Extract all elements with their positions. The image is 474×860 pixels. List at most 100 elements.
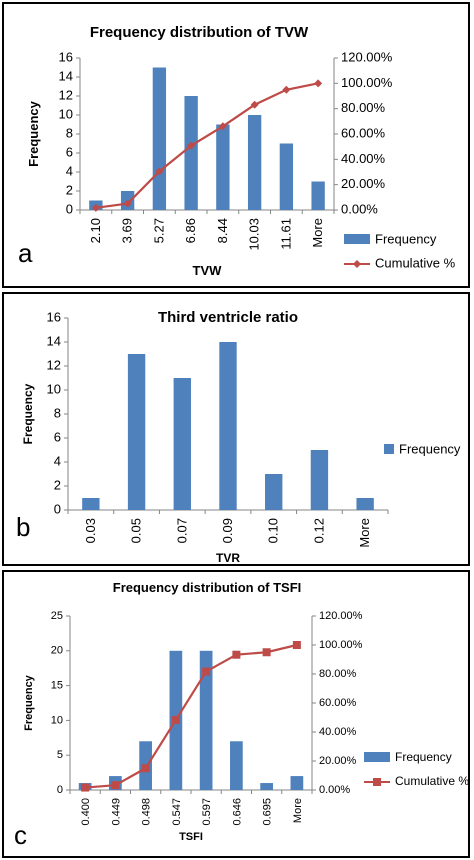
- bar-frequency-7: [311, 181, 325, 210]
- cumulative-point-3: [187, 141, 196, 150]
- y-tick-label: 10: [47, 381, 61, 396]
- cumulative-line: [85, 643, 298, 789]
- y2-tick-label: 60.00%: [319, 697, 357, 709]
- x-axis-title: TVW: [193, 263, 223, 278]
- y2-tick-label: 20.00%: [341, 176, 386, 191]
- y-tick-label: 16: [47, 309, 61, 324]
- cumulative-point-1: [111, 781, 120, 790]
- bar-frequency-5: [230, 741, 243, 790]
- panel-c-tsfi-chart: c Frequency distribution of TSFI 0 5 10 15 20 2…: [2, 570, 470, 858]
- x-tick-label: 0.09: [220, 518, 235, 543]
- bar-frequency-2: [152, 67, 167, 210]
- y-tick-label: 16: [59, 49, 73, 64]
- cumulative-line: [95, 82, 319, 209]
- cumulative-point-0: [81, 783, 90, 792]
- x-tick-label: 0.05: [129, 518, 144, 543]
- y-tick-label: 5: [57, 749, 63, 761]
- bar-frequency-5: [310, 450, 329, 510]
- x-tick-label: 0.10: [266, 518, 281, 543]
- y-tick-label: 6: [54, 429, 61, 444]
- y-tick-label: 12: [59, 87, 73, 102]
- y-tick-label: 14: [59, 68, 73, 83]
- bar-frequency-6: [356, 498, 374, 510]
- cumulative-point-3: [171, 715, 180, 724]
- legend-frequency-swatch: [384, 444, 394, 454]
- y-tick-label: 0: [54, 501, 61, 516]
- x-tick-label: 2.10: [88, 218, 103, 243]
- y-tick-label: 10: [59, 106, 73, 121]
- bar-frequency-7: [290, 776, 304, 790]
- y-tick-label: 25: [51, 610, 63, 622]
- cumulative-point-2: [141, 764, 150, 773]
- cumulative-point-5: [232, 650, 241, 659]
- cumulative-point-1: [123, 199, 132, 208]
- y2-tick-label: 80.00%: [341, 100, 386, 115]
- y2-tick-label: 120.00%: [341, 49, 393, 64]
- y-tick-label: 4: [54, 453, 61, 468]
- cumulative-point-4: [218, 122, 227, 131]
- y-tick-label: 12: [47, 357, 61, 372]
- tvw-chart-svg: a Frequency distribution of TVW 0 2 4 6 8 10 12 1…: [18, 24, 456, 278]
- legend-frequency-label: Frequency: [399, 441, 461, 456]
- y-tick-label: 15: [51, 680, 63, 692]
- panel-letter: c: [14, 820, 27, 850]
- cumulative-point-2: [155, 167, 164, 176]
- legend-cumulative-label: Cumulative %: [375, 255, 456, 270]
- legend-frequency-label: Frequency: [395, 750, 452, 764]
- x-tick-label: More: [357, 518, 372, 548]
- x-axis-title: TVR: [216, 551, 240, 564]
- x-tick-label: 0.400: [80, 798, 92, 826]
- y-tick-label: 2: [66, 182, 73, 197]
- x-tick-label: 3.69: [120, 218, 135, 243]
- y2-tick-label: 100.00%: [341, 75, 393, 90]
- x-tick-label: 0.547: [171, 798, 183, 826]
- legend-frequency-swatch: [344, 234, 370, 244]
- x-tick-label: 0.695: [262, 798, 274, 826]
- y-tick-label: 0: [66, 201, 73, 216]
- y2-tick-label: 0.00%: [319, 784, 350, 796]
- x-tick-label: 0.597: [201, 798, 213, 826]
- y2-tick-label: 120.00%: [319, 610, 363, 622]
- y-axis-title: Frequency: [23, 674, 35, 731]
- cumulative-point-6: [262, 648, 271, 657]
- cumulative-point-7: [314, 79, 323, 88]
- legend-frequency-label: Frequency: [375, 231, 437, 246]
- panel-a-tvw-chart: a Frequency distribution of TVW 0 2 4 6 8 10 12 1…: [2, 2, 470, 288]
- panel-b-tvr-chart: b Third ventricle ratio 0 2 4 6 8 10 12 14 16 0.03 0…: [2, 292, 470, 566]
- x-tick-label: 8.44: [215, 218, 230, 243]
- y-tick-label: 20: [51, 645, 63, 657]
- y-tick-label: 0: [57, 784, 63, 796]
- tsfi-chart-svg: c Frequency distribution of TSFI 0 5 10 15 20 2…: [14, 580, 468, 850]
- x-tick-label: 5.27: [151, 218, 166, 243]
- x-tick-label: 10.03: [247, 218, 262, 251]
- bar-frequency-3: [184, 96, 198, 210]
- y2-tick-label: 40.00%: [341, 151, 386, 166]
- x-axis-title: TSFI: [179, 831, 203, 843]
- y2-tick-label: 80.00%: [319, 668, 357, 680]
- bar-frequency-6: [260, 783, 273, 790]
- panel-letter: a: [18, 238, 33, 268]
- legend-cumulative-label: Cumulative %: [395, 774, 468, 788]
- y-tick-label: 6: [66, 144, 73, 159]
- y-tick-label: 4: [66, 163, 73, 178]
- x-tick-label: 11.61: [278, 218, 293, 250]
- y2-tick-label: 20.00%: [319, 755, 357, 767]
- x-tick-label: 0.03: [83, 518, 98, 543]
- bar-frequency-5: [247, 115, 262, 210]
- bar-frequency-0: [82, 498, 100, 510]
- y-axis-title: Frequency: [21, 383, 35, 444]
- y-tick-label: 8: [66, 125, 73, 140]
- cumulative-point-5: [250, 100, 259, 109]
- y-tick-label: 10: [51, 714, 63, 726]
- chart-title: Frequency distribution of TSFI: [113, 580, 302, 595]
- cumulative-point-0: [91, 203, 100, 212]
- bar-frequency-2: [173, 378, 191, 510]
- chart-title: Third ventricle ratio: [158, 309, 298, 326]
- chart-title: Frequency distribution of TVW: [90, 24, 309, 41]
- y2-tick-label: 0.00%: [341, 201, 378, 216]
- x-tick-label: 0.646: [231, 798, 243, 826]
- bar-frequency-6: [279, 143, 294, 210]
- x-tick-label: More: [292, 798, 304, 823]
- y2-tick-label: 100.00%: [319, 639, 363, 651]
- x-tick-label: 6.86: [183, 218, 198, 243]
